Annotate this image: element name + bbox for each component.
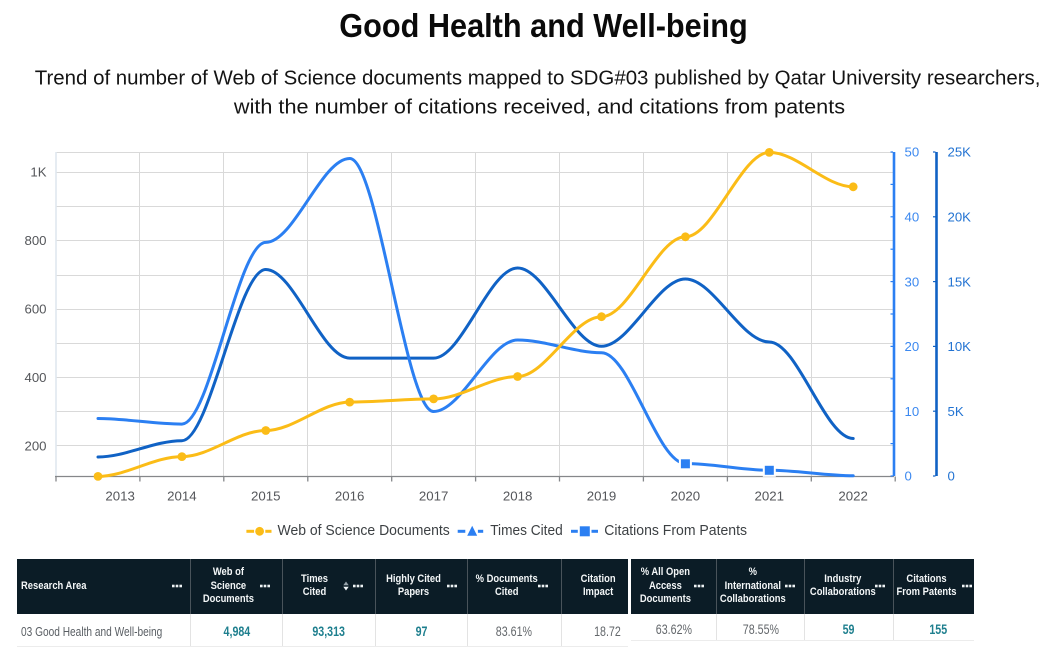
svg-text:2017: 2017 xyxy=(419,488,449,503)
svg-text:0: 0 xyxy=(948,469,955,484)
svg-text:20K: 20K xyxy=(948,210,972,225)
svg-text:with the number of citations r: with the number of citations received, a… xyxy=(233,97,845,119)
svg-text:800: 800 xyxy=(24,233,46,248)
svg-text:5K: 5K xyxy=(948,404,964,419)
svg-text:Citations From Patents: Citations From Patents xyxy=(604,522,747,539)
svg-text:10K: 10K xyxy=(948,339,972,354)
svg-text:2022: 2022 xyxy=(838,488,868,503)
svg-text:200: 200 xyxy=(24,439,46,454)
svg-text:50: 50 xyxy=(905,145,920,160)
svg-text:Web of Science Documents: Web of Science Documents xyxy=(278,522,451,539)
svg-text:40: 40 xyxy=(905,210,920,225)
svg-text:Times Cited: Times Cited xyxy=(490,522,563,539)
svg-text:400: 400 xyxy=(24,370,46,385)
svg-text:10: 10 xyxy=(905,404,920,419)
svg-text:2013: 2013 xyxy=(105,488,135,503)
svg-text:600: 600 xyxy=(24,302,46,317)
svg-text:Good Health and Well-being: Good Health and Well-being xyxy=(339,7,748,44)
svg-text:2020: 2020 xyxy=(671,488,701,503)
svg-text:25K: 25K xyxy=(948,145,972,160)
svg-text:Trend of number of Web of Scie: Trend of number of Web of Science docume… xyxy=(35,68,1041,90)
svg-text:1K: 1K xyxy=(30,165,46,180)
svg-text:2019: 2019 xyxy=(587,488,617,503)
svg-text:2014: 2014 xyxy=(167,488,197,503)
svg-text:2018: 2018 xyxy=(503,488,533,503)
svg-text:2016: 2016 xyxy=(335,488,365,503)
svg-text:15K: 15K xyxy=(948,274,972,289)
svg-text:30: 30 xyxy=(905,274,920,289)
svg-text:2015: 2015 xyxy=(251,488,281,503)
svg-text:20: 20 xyxy=(905,339,920,354)
svg-text:2021: 2021 xyxy=(755,488,785,503)
svg-text:0: 0 xyxy=(905,469,912,484)
